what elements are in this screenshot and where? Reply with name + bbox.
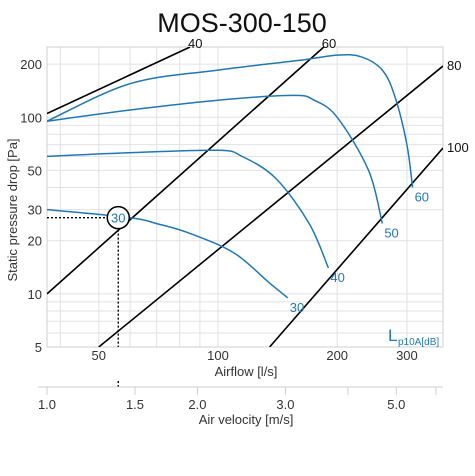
secondary-tick-label: 2.0 bbox=[188, 397, 206, 412]
y-tick-label: 30 bbox=[28, 203, 42, 218]
secondary-tick-label: 1.5 bbox=[126, 397, 144, 412]
curve-label-40: 40 bbox=[330, 270, 344, 285]
operating-point-label: 30 bbox=[111, 211, 125, 226]
y-tick-label: 20 bbox=[28, 234, 42, 249]
curve-40 bbox=[47, 149, 330, 269]
secondary-tick-label: 5.0 bbox=[387, 397, 405, 412]
curve-label-60: 60 bbox=[415, 190, 429, 205]
plot-area: 50 100 200 300 5 10 20 30 50 100 200 40 60 80 100 30 40 5… bbox=[20, 36, 468, 363]
iso-label-80: 80 bbox=[447, 58, 461, 73]
secondary-tick-label: 3.0 bbox=[276, 397, 294, 412]
y-tick-label: 5 bbox=[35, 340, 42, 355]
legend-title: L bbox=[388, 326, 397, 345]
secondary-axis: 1.0 1.5 2.0 3.0 5.0 bbox=[38, 381, 443, 412]
plot-border bbox=[46, 46, 444, 348]
series-curves bbox=[47, 53, 414, 299]
chart-title: MOS-300-150 bbox=[157, 8, 327, 38]
iso-lines bbox=[47, 47, 443, 347]
legend-subtitle: p10A[dB] bbox=[398, 337, 439, 348]
iso-label-100: 100 bbox=[447, 140, 469, 155]
x-tick-label: 300 bbox=[396, 348, 418, 363]
iso-line-60 bbox=[47, 47, 325, 295]
x-tick-label: 100 bbox=[207, 348, 229, 363]
y-tick-label: 200 bbox=[20, 57, 42, 72]
x-axis-label: Airflow [l/s] bbox=[215, 364, 278, 379]
secondary-axis-label: Air velocity [m/s] bbox=[199, 412, 294, 427]
iso-label-40: 40 bbox=[188, 36, 202, 51]
curve-60 bbox=[47, 53, 414, 188]
y-axis-label: Static pressure drop [Pa] bbox=[5, 138, 20, 281]
curve-label-30: 30 bbox=[290, 300, 304, 315]
x-tick-label: 200 bbox=[326, 348, 348, 363]
iso-line-100 bbox=[269, 147, 443, 347]
x-tick-label: 50 bbox=[92, 348, 106, 363]
curve-label-50: 50 bbox=[384, 226, 398, 241]
y-tick-label: 100 bbox=[20, 110, 42, 125]
secondary-tick-label: 1.0 bbox=[38, 397, 56, 412]
curve-50 bbox=[47, 94, 384, 224]
operating-point-marker bbox=[106, 205, 131, 230]
legend: L p10A[dB] bbox=[388, 326, 439, 348]
y-tick-label: 10 bbox=[28, 287, 42, 302]
iso-line-40 bbox=[47, 47, 191, 115]
iso-label-60: 60 bbox=[322, 36, 336, 51]
y-tick-label: 50 bbox=[28, 163, 42, 178]
grid bbox=[47, 47, 443, 348]
iso-line-80 bbox=[98, 65, 443, 347]
